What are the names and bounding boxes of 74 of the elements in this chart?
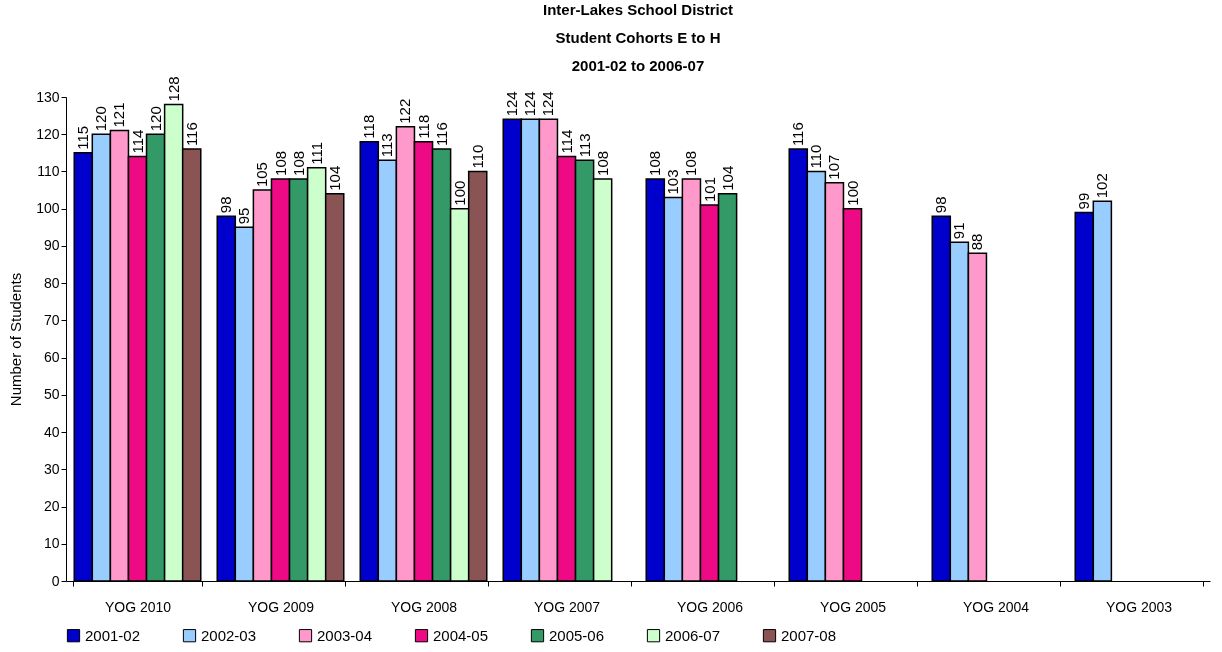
data-label: 116 bbox=[789, 122, 807, 147]
data-label: 103 bbox=[664, 169, 682, 195]
y-tick-label: 60 bbox=[43, 349, 60, 366]
data-label: 111 bbox=[307, 141, 325, 165]
data-label: 110 bbox=[468, 144, 486, 169]
legend-label: 2001-02 bbox=[85, 626, 141, 644]
data-label: 120 bbox=[146, 106, 164, 132]
legend-label: 2002-03 bbox=[201, 626, 257, 644]
data-label: 100 bbox=[450, 180, 468, 206]
data-label: 122 bbox=[396, 98, 414, 124]
data-label: 91 bbox=[950, 222, 968, 240]
x-tick-label: YOG 2003 bbox=[1105, 598, 1173, 615]
data-label: 124 bbox=[503, 91, 521, 117]
y-tick-label: 100 bbox=[36, 200, 60, 217]
y-tick-label: 110 bbox=[37, 162, 60, 179]
y-tick-label: 70 bbox=[43, 311, 60, 328]
text: Student Cohorts E to H bbox=[555, 29, 721, 47]
y-tick-label: 90 bbox=[43, 237, 60, 254]
data-label: 105 bbox=[253, 162, 271, 188]
data-label: 110 bbox=[807, 144, 825, 169]
y-tick-label: 50 bbox=[43, 386, 60, 403]
x-tick-label: YOG 2007 bbox=[533, 598, 601, 615]
y-tick-label: 40 bbox=[43, 423, 60, 440]
y-tick-label: 0 bbox=[51, 572, 60, 589]
data-label: 121 bbox=[110, 102, 128, 128]
data-label: 104 bbox=[325, 165, 343, 191]
data-label: 114 bbox=[557, 129, 575, 154]
x-tick-label: YOG 2008 bbox=[390, 598, 458, 615]
data-label: 115 bbox=[74, 125, 92, 150]
data-label: 116 bbox=[182, 122, 200, 147]
data-label: 104 bbox=[718, 165, 736, 191]
data-label: 124 bbox=[539, 91, 557, 117]
data-label: 108 bbox=[682, 150, 700, 176]
data-label: 100 bbox=[843, 180, 861, 206]
data-label: 95 bbox=[235, 207, 253, 225]
text: 2001-02 to 2006-07 bbox=[571, 57, 705, 75]
data-label: 113 bbox=[378, 133, 396, 158]
data-label: 118 bbox=[360, 114, 378, 139]
x-tick-label: YOG 2006 bbox=[676, 598, 744, 615]
data-label: 107 bbox=[825, 154, 843, 180]
x-tick-label: YOG 2010 bbox=[104, 598, 172, 615]
data-label: 116 bbox=[432, 122, 450, 147]
y-tick-label: 80 bbox=[43, 274, 60, 291]
data-label: 88 bbox=[968, 233, 986, 251]
y-axis-title: Number of Students bbox=[7, 272, 25, 407]
data-label: 128 bbox=[164, 76, 182, 102]
data-label: 120 bbox=[92, 106, 110, 132]
data-label: 114 bbox=[128, 129, 146, 154]
data-label: 108 bbox=[271, 150, 289, 176]
legend-label: 2004-05 bbox=[433, 626, 489, 644]
legend-label: 2006-07 bbox=[665, 626, 721, 644]
x-tick-label: YOG 2009 bbox=[247, 598, 315, 615]
y-tick-label: 30 bbox=[43, 460, 60, 477]
legend-label: 2005-06 bbox=[549, 626, 605, 644]
data-label: 108 bbox=[289, 150, 307, 176]
data-label: 108 bbox=[646, 150, 664, 176]
y-tick-label: 130 bbox=[36, 88, 60, 105]
y-tick-label: 120 bbox=[36, 125, 60, 142]
x-tick-label: YOG 2004 bbox=[962, 598, 1030, 615]
data-label: 118 bbox=[414, 114, 432, 139]
y-tick-label: 20 bbox=[43, 498, 60, 515]
legend-label: 2003-04 bbox=[317, 626, 373, 644]
data-label: 113 bbox=[575, 133, 593, 158]
data-label: 102 bbox=[1093, 173, 1111, 199]
text: Inter-Lakes School District bbox=[542, 1, 734, 19]
legend-label: 2007-08 bbox=[781, 626, 837, 644]
x-tick-label: YOG 2005 bbox=[819, 598, 887, 615]
data-label: 98 bbox=[217, 196, 235, 214]
data-label: 124 bbox=[521, 91, 539, 117]
data-label: 99 bbox=[1075, 192, 1093, 210]
data-label: 101 bbox=[700, 176, 718, 202]
data-label: 98 bbox=[932, 196, 950, 214]
y-tick-label: 10 bbox=[43, 535, 60, 552]
data-label: 108 bbox=[593, 150, 611, 176]
